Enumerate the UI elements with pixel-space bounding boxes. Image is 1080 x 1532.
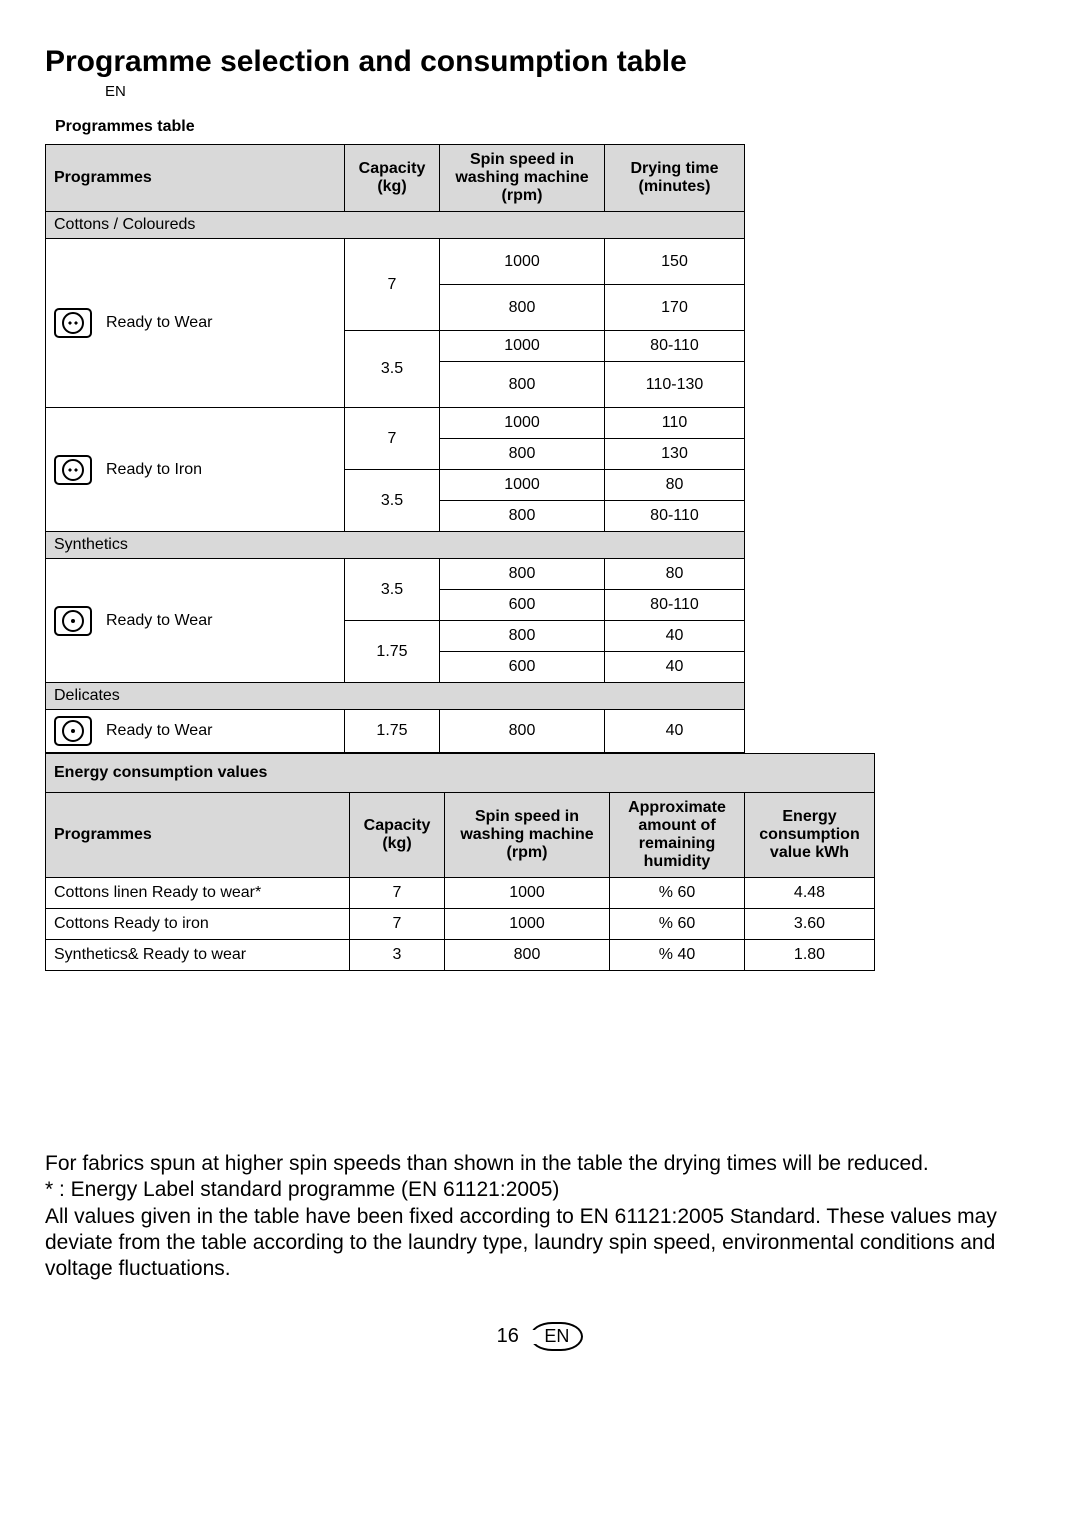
energy-cell: 1000 <box>445 909 610 940</box>
capacity-cell: 7 <box>345 239 440 331</box>
energy-cell: 4.48 <box>745 878 875 909</box>
programme-cell: Ready to Wear <box>46 710 345 753</box>
spin-cell: 600 <box>440 652 605 683</box>
col-programmes: Programmes <box>46 145 345 212</box>
capacity-cell: 3.5 <box>345 559 440 621</box>
capacity-cell: 1.75 <box>345 621 440 683</box>
programme-name: Ready to Wear <box>106 722 212 740</box>
programme-name: Ready to Wear <box>106 612 212 630</box>
page-footer: 16 EN <box>45 1322 1035 1351</box>
programme-name: Ready to Iron <box>106 461 202 479</box>
energy-cell: 800 <box>445 940 610 971</box>
capacity-cell: 3.5 <box>345 331 440 408</box>
time-cell: 80-110 <box>605 331 745 362</box>
programmes-table: Programmes Capacity (kg) Spin speed in w… <box>45 144 745 753</box>
dry-level-icon <box>54 606 92 636</box>
language-code: EN <box>105 83 1035 100</box>
programmes-table-heading: Programmes table <box>55 118 1035 136</box>
spin-cell: 1000 <box>440 331 605 362</box>
capacity-cell: 3.5 <box>345 470 440 532</box>
section-title: Synthetics <box>46 532 745 559</box>
spin-cell: 800 <box>440 621 605 652</box>
col-time: Drying time (minutes) <box>605 145 745 212</box>
spin-cell: 1000 <box>440 239 605 285</box>
spin-cell: 800 <box>440 710 605 753</box>
programme-cell: Ready to Wear <box>46 559 345 683</box>
spin-cell: 1000 <box>440 408 605 439</box>
time-cell: 150 <box>605 239 745 285</box>
col-spin: Spin speed in washing machine (rpm) <box>440 145 605 212</box>
energy-cell: 3.60 <box>745 909 875 940</box>
dry-level-icon <box>54 455 92 485</box>
page-title: Programme selection and consumption tabl… <box>45 45 1035 79</box>
time-cell: 110 <box>605 408 745 439</box>
spin-cell: 1000 <box>440 470 605 501</box>
energy-col-prog: Programmes <box>46 793 350 878</box>
programme-cell: Ready to Iron <box>46 408 345 532</box>
time-cell: 130 <box>605 439 745 470</box>
energy-cell: 1000 <box>445 878 610 909</box>
section-title: Cottons / Coloureds <box>46 212 745 239</box>
energy-col-energy: Energy consumption value kWh <box>745 793 875 878</box>
time-cell: 80-110 <box>605 501 745 532</box>
page-number: 16 <box>497 1325 519 1347</box>
col-capacity: Capacity (kg) <box>345 145 440 212</box>
note-line: For fabrics spun at higher spin speeds t… <box>45 1151 1035 1177</box>
note-line: All values given in the table have been … <box>45 1204 1035 1283</box>
dry-level-icon <box>54 716 92 746</box>
time-cell: 110-130 <box>605 362 745 408</box>
capacity-cell: 1.75 <box>345 710 440 753</box>
energy-cell: % 60 <box>610 878 745 909</box>
spin-cell: 600 <box>440 590 605 621</box>
energy-col-spin: Spin speed in washing machine (rpm) <box>445 793 610 878</box>
energy-section-title: Energy consumption values <box>46 754 875 793</box>
energy-cell: % 60 <box>610 909 745 940</box>
energy-cell: % 40 <box>610 940 745 971</box>
time-cell: 40 <box>605 652 745 683</box>
energy-cell: Cottons Ready to iron <box>46 909 350 940</box>
energy-table-wrapper: Energy consumption valuesProgrammesCapac… <box>45 753 875 971</box>
energy-cell: 7 <box>350 878 445 909</box>
time-cell: 40 <box>605 710 745 753</box>
spin-cell: 800 <box>440 362 605 408</box>
capacity-cell: 7 <box>345 408 440 470</box>
spin-cell: 800 <box>440 501 605 532</box>
time-cell: 80 <box>605 559 745 590</box>
energy-cell: Cottons linen Ready to wear* <box>46 878 350 909</box>
energy-cell: 7 <box>350 909 445 940</box>
energy-cell: 3 <box>350 940 445 971</box>
spin-cell: 800 <box>440 559 605 590</box>
page-lang-badge: EN <box>530 1322 583 1351</box>
energy-col-humidity: Approximate amount of remaining humidity <box>610 793 745 878</box>
note-line: * : Energy Label standard programme (EN … <box>45 1177 1035 1203</box>
section-title: Delicates <box>46 683 745 710</box>
time-cell: 80 <box>605 470 745 501</box>
energy-cell: 1.80 <box>745 940 875 971</box>
notes: For fabrics spun at higher spin speeds t… <box>45 1151 1035 1282</box>
time-cell: 80-110 <box>605 590 745 621</box>
time-cell: 170 <box>605 285 745 331</box>
energy-col-capacity: Capacity (kg) <box>350 793 445 878</box>
programme-cell: Ready to Wear <box>46 239 345 408</box>
time-cell: 40 <box>605 621 745 652</box>
spin-cell: 800 <box>440 439 605 470</box>
spin-cell: 800 <box>440 285 605 331</box>
programme-name: Ready to Wear <box>106 314 212 332</box>
dry-level-icon <box>54 308 92 338</box>
energy-cell: Synthetics& Ready to wear <box>46 940 350 971</box>
